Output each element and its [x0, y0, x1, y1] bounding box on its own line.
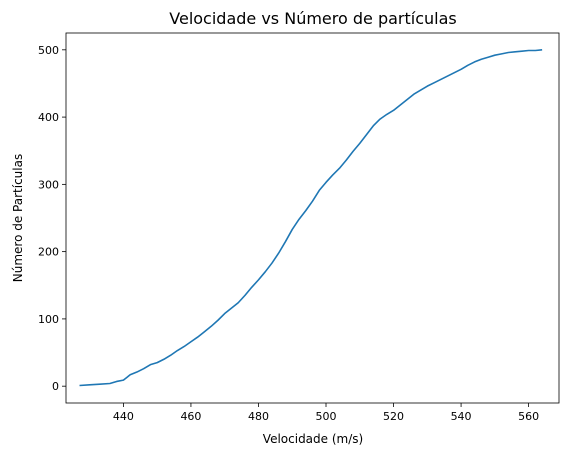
x-tick-label: 540 [451, 410, 472, 423]
x-tick-label: 460 [180, 410, 201, 423]
axes-frame [65, 32, 560, 404]
chart-title: Velocidade vs Número de partículas [169, 9, 456, 28]
y-axis-label: Número de Partículas [11, 154, 25, 282]
x-tick-label: 520 [383, 410, 404, 423]
series-line-0 [79, 49, 543, 387]
y-tick-label: 400 [38, 111, 59, 124]
y-tick-label: 300 [38, 178, 59, 191]
y-tick-label: 500 [38, 44, 59, 57]
x-tick-label: 560 [518, 410, 539, 423]
y-tick-label: 0 [52, 380, 59, 393]
x-tick-label: 480 [248, 410, 269, 423]
x-tick-label: 440 [113, 410, 134, 423]
plot-area: 440 460 480 500 520 540 560 0 100 200 300 400 500 [38, 32, 560, 423]
x-axis-label: Velocidade (m/s) [263, 432, 363, 446]
x-tick-label: 500 [316, 410, 337, 423]
y-tick-label: 100 [38, 313, 59, 326]
y-tick-label: 200 [38, 246, 59, 259]
